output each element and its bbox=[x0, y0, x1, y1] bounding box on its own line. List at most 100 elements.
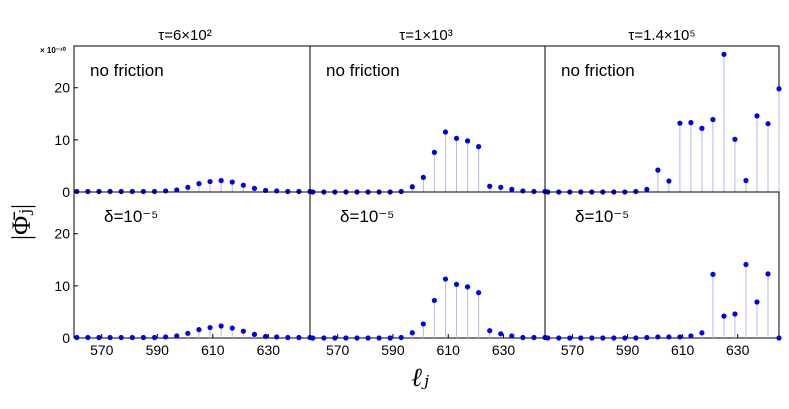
data-point bbox=[185, 184, 191, 190]
x-tick-label: 570 bbox=[561, 342, 585, 358]
y-tick-label: 10 bbox=[54, 278, 70, 294]
column-titles: τ=6×10² τ=1×10³ τ=1.4×10⁵ bbox=[158, 27, 695, 44]
data-point bbox=[520, 334, 526, 341]
y-tick-label: 0 bbox=[62, 330, 70, 346]
x-tick-label: 590 bbox=[381, 342, 405, 358]
data-point bbox=[666, 178, 672, 184]
data-point bbox=[229, 179, 235, 185]
data-point bbox=[151, 334, 158, 341]
data-point bbox=[365, 335, 371, 341]
data-point bbox=[196, 327, 202, 333]
data-point bbox=[476, 290, 482, 296]
data-point bbox=[151, 188, 158, 195]
data-point bbox=[174, 333, 180, 339]
y-tick-label: 0 bbox=[62, 184, 70, 200]
data-point bbox=[185, 330, 191, 336]
data-point bbox=[409, 184, 415, 190]
data-point bbox=[611, 335, 617, 341]
x-axis-label: ℓⱼ bbox=[411, 363, 429, 392]
data-point bbox=[398, 188, 404, 195]
data-point bbox=[74, 188, 80, 195]
data-point bbox=[420, 321, 426, 327]
data-point bbox=[107, 334, 113, 341]
panel-r2-c2: 570 590 610 630 δ=10⁻⁵ bbox=[309, 191, 548, 358]
panel-r1-c1: 0 10 20 no friction bbox=[54, 45, 313, 200]
data-point bbox=[498, 331, 504, 337]
panel-r1-c2: no friction bbox=[309, 45, 548, 195]
data-point bbox=[776, 335, 782, 341]
data-point bbox=[677, 120, 683, 126]
row-label: δ=10⁻⁵ bbox=[575, 207, 629, 226]
data-point bbox=[296, 334, 302, 341]
data-point bbox=[666, 334, 672, 340]
data-point bbox=[520, 188, 526, 194]
x-tick-label: 570 bbox=[326, 342, 350, 358]
data-point bbox=[431, 297, 438, 304]
x-tick-label: 630 bbox=[726, 342, 750, 358]
data-point bbox=[721, 51, 727, 57]
data-point bbox=[531, 188, 537, 195]
data-point bbox=[655, 334, 661, 340]
data-point bbox=[343, 335, 349, 341]
row-label: no friction bbox=[326, 61, 400, 80]
data-point bbox=[754, 113, 760, 119]
data-point bbox=[732, 136, 738, 142]
data-point bbox=[509, 186, 515, 192]
data-point bbox=[96, 334, 102, 341]
data-point bbox=[409, 330, 415, 336]
x-tick-label: 610 bbox=[671, 342, 695, 358]
data-point bbox=[688, 120, 694, 126]
panel-r2-c3: 570 590 610 630 δ=10⁻⁵ bbox=[544, 191, 782, 358]
data-point bbox=[644, 334, 650, 341]
data-point bbox=[251, 185, 258, 191]
x-tick-label: 570 bbox=[90, 342, 114, 358]
data-point bbox=[765, 121, 771, 127]
data-point bbox=[129, 334, 135, 341]
data-point bbox=[743, 261, 749, 268]
data-point bbox=[218, 177, 224, 184]
data-point bbox=[545, 335, 551, 341]
data-point bbox=[644, 186, 650, 192]
data-point bbox=[274, 334, 280, 340]
data-point bbox=[732, 311, 738, 317]
data-point bbox=[207, 324, 213, 331]
row-label: δ=10⁻⁵ bbox=[340, 207, 394, 226]
y-tick-label: 10 bbox=[54, 132, 70, 148]
row-label: no friction bbox=[561, 61, 635, 80]
data-point bbox=[240, 182, 246, 188]
data-point bbox=[140, 334, 147, 341]
data-point bbox=[163, 334, 169, 340]
data-point bbox=[464, 138, 471, 144]
data-point bbox=[196, 181, 202, 187]
data-point bbox=[765, 271, 771, 277]
data-point bbox=[85, 334, 91, 341]
data-point bbox=[743, 177, 749, 184]
panel-frame bbox=[544, 191, 780, 339]
data-point bbox=[567, 335, 573, 341]
data-point bbox=[754, 299, 760, 305]
data-point bbox=[163, 188, 169, 194]
data-point bbox=[398, 334, 404, 341]
x-tick-label: 630 bbox=[257, 342, 281, 358]
data-point bbox=[74, 334, 80, 341]
data-point bbox=[589, 335, 595, 341]
data-point bbox=[498, 184, 504, 190]
data-point bbox=[274, 188, 280, 194]
data-point bbox=[710, 271, 716, 277]
data-point bbox=[677, 334, 683, 340]
data-point bbox=[578, 335, 584, 341]
data-point bbox=[85, 188, 91, 195]
data-point bbox=[107, 188, 113, 195]
data-point bbox=[174, 187, 180, 193]
data-point bbox=[464, 284, 471, 290]
tau-label-col-1: τ=6×10² bbox=[158, 27, 211, 44]
data-point bbox=[600, 335, 606, 341]
data-point bbox=[531, 334, 537, 341]
data-point bbox=[487, 328, 493, 334]
data-point bbox=[310, 335, 316, 341]
panel-r2-c1: 0 10 20 570 590 610 630 δ=10⁻⁵ bbox=[54, 191, 313, 358]
row-label: δ=10⁻⁵ bbox=[104, 207, 158, 226]
data-point bbox=[140, 188, 147, 195]
x-tick-label: 630 bbox=[492, 342, 516, 358]
